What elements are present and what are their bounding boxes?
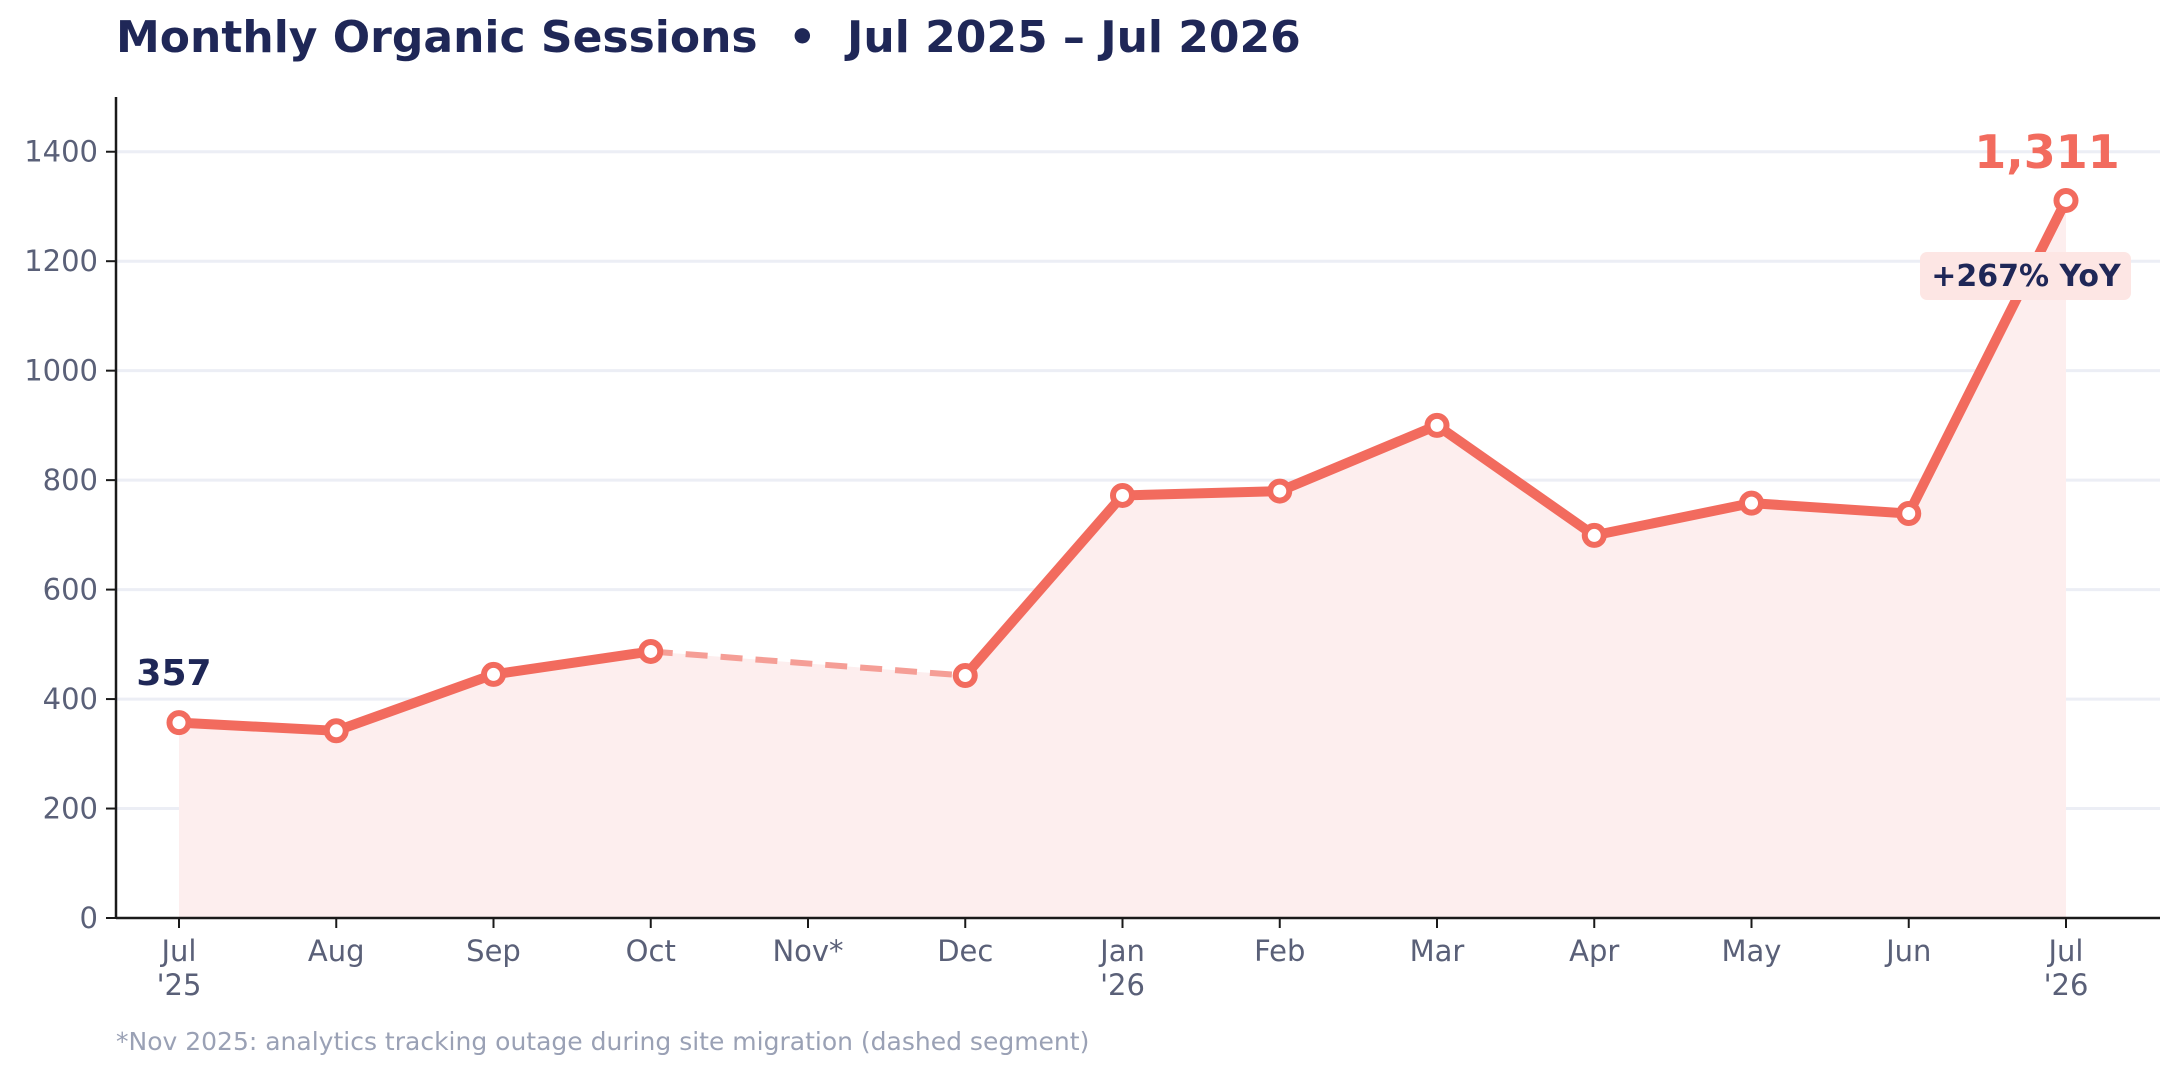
yoy-badge-label: +267% YoY bbox=[1931, 259, 2122, 294]
x-tick-label-2: Sep bbox=[466, 934, 521, 968]
area-fill-path bbox=[179, 200, 2066, 919]
data-point-2 bbox=[481, 661, 506, 687]
data-point-7 bbox=[1267, 478, 1293, 504]
start-value-label: 357 bbox=[136, 653, 211, 694]
y-tick-label-1000: 1000 bbox=[24, 354, 98, 388]
data-point-6 bbox=[1110, 482, 1135, 508]
y-tick-label-1200: 1200 bbox=[24, 244, 98, 278]
x-tick-label-7: Feb bbox=[1254, 934, 1305, 968]
y-tick-label-1400: 1400 bbox=[24, 135, 98, 169]
series-segment bbox=[1432, 420, 1600, 541]
x-tick-label-11: Jun bbox=[1884, 934, 1931, 968]
x-tick-label-3: Oct bbox=[626, 934, 676, 968]
series-segment bbox=[331, 669, 499, 736]
data-point-11 bbox=[1896, 501, 1922, 527]
series-segment-dashed bbox=[650, 648, 966, 679]
x-tick-label-8: Mar bbox=[1410, 934, 1465, 968]
series-segment bbox=[488, 646, 656, 680]
series-segment bbox=[1589, 498, 1757, 541]
x-tick-label-5: Dec bbox=[937, 934, 993, 968]
data-point-12 bbox=[2053, 187, 2079, 213]
data-point-1 bbox=[323, 718, 349, 744]
y-tick-label-200: 200 bbox=[43, 792, 98, 826]
x-tick-label-9: Apr bbox=[1569, 934, 1619, 968]
series-segment bbox=[960, 490, 1128, 681]
area-fill bbox=[179, 200, 2066, 919]
series-segment bbox=[174, 717, 342, 736]
x-tick-label-0: Jul bbox=[160, 934, 197, 968]
y-tick-label-400: 400 bbox=[43, 682, 98, 716]
data-points bbox=[166, 187, 2079, 744]
data-point-8 bbox=[1424, 412, 1450, 438]
x-tick-label-1: Aug bbox=[308, 934, 365, 968]
data-point-9 bbox=[1581, 522, 1607, 548]
x-tick-label-12: Jul bbox=[2047, 934, 2084, 968]
x-tick-label-0-year: '25 bbox=[157, 968, 202, 1002]
y-tick-label-600: 600 bbox=[43, 573, 98, 607]
annotations: 357 1,311 +267% YoY bbox=[136, 125, 2131, 694]
x-tick-label-6-year: '26 bbox=[1100, 968, 1145, 1002]
axes bbox=[106, 97, 2160, 928]
data-point-5 bbox=[952, 663, 978, 689]
yoy-badge bbox=[1920, 252, 2131, 300]
data-point-0 bbox=[166, 710, 192, 736]
y-tick-label-800: 800 bbox=[43, 463, 98, 497]
data-point-10 bbox=[1739, 490, 1764, 516]
x-tick-label-4: Nov* bbox=[772, 934, 843, 968]
chart-title: Monthly Organic Sessions • Jul 2025 – Ju… bbox=[116, 12, 1301, 63]
y-tick-labels: 0 200 400 600 800 1000 1200 1400 bbox=[24, 135, 98, 935]
footnote: *Nov 2025: analytics tracking outage dur… bbox=[116, 1027, 1089, 1056]
series-lines bbox=[174, 195, 2071, 736]
end-value-label: 1,311 bbox=[1974, 125, 2120, 179]
series-segment bbox=[1117, 486, 1285, 501]
series-segment bbox=[1274, 420, 1442, 497]
y-tick-label-0: 0 bbox=[80, 901, 98, 935]
data-point-3 bbox=[638, 638, 664, 664]
x-tick-label-12-year: '26 bbox=[2044, 968, 2089, 1002]
x-tick-label-6: Jan bbox=[1098, 934, 1145, 968]
series-segment bbox=[1746, 498, 1914, 519]
x-tick-label-10: May bbox=[1722, 934, 1782, 968]
